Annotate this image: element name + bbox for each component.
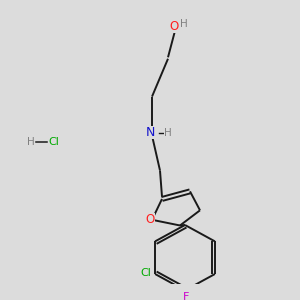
Text: N: N [146, 126, 155, 139]
Text: Cl: Cl [141, 268, 152, 278]
Text: H: H [164, 128, 172, 138]
Text: O: O [169, 20, 178, 33]
Text: H: H [179, 19, 187, 29]
Text: H: H [27, 137, 34, 147]
Text: F: F [183, 292, 190, 300]
Text: Cl: Cl [48, 137, 59, 147]
Text: O: O [146, 213, 155, 226]
